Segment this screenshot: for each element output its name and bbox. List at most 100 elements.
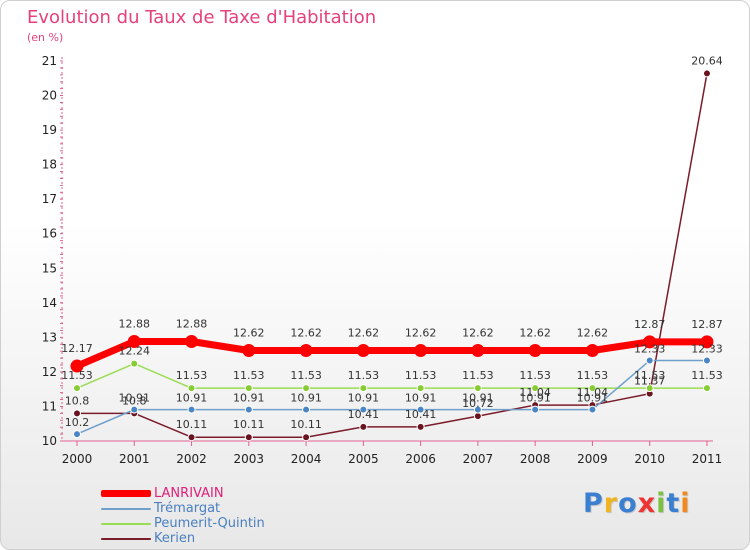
legend-item: Peumerit-Quintin	[101, 516, 265, 531]
data-point	[244, 433, 253, 442]
y-axis-unit: (en %)	[27, 31, 64, 44]
data-label: 11.53	[462, 369, 494, 382]
legend-item: LANRIVAIN	[101, 486, 265, 501]
data-point	[473, 405, 482, 414]
x-tick-label: 2006	[405, 452, 436, 466]
y-tick-label: 21	[42, 54, 57, 68]
series-line	[73, 338, 711, 370]
data-point	[414, 343, 428, 357]
data-point	[302, 405, 311, 414]
data-label: 12.62	[290, 326, 322, 339]
data-label: 10.91	[290, 392, 322, 405]
data-label: 12.17	[61, 342, 93, 355]
data-label: 10.91	[119, 392, 151, 405]
data-point	[473, 384, 482, 393]
data-label: 11.53	[233, 369, 265, 382]
data-label: 10.91	[176, 392, 208, 405]
legend-label: Trémargat	[154, 501, 221, 516]
data-label: 10.2	[65, 416, 90, 429]
data-point	[130, 405, 139, 414]
x-tick-label: 2004	[291, 452, 322, 466]
data-point	[702, 69, 711, 78]
y-tick-label: 16	[42, 227, 57, 241]
data-point	[528, 343, 542, 357]
data-point	[416, 384, 425, 393]
data-label: 12.62	[519, 326, 551, 339]
x-tick-label: 2009	[577, 452, 608, 466]
data-point	[359, 405, 368, 414]
data-label: 12.62	[462, 326, 494, 339]
logo-letter: o	[618, 488, 638, 519]
legend: LANRIVAIN Trémargat Peumerit-Quintin Kerien	[101, 486, 265, 546]
x-tick-label: 2001	[119, 452, 150, 466]
data-point	[359, 384, 368, 393]
data-label: 10.91	[577, 392, 609, 405]
data-label: 10.41	[348, 408, 380, 421]
legend-item: Kerien	[101, 531, 265, 546]
data-label: 11.04	[577, 386, 609, 399]
data-point	[127, 335, 141, 349]
data-point	[244, 405, 253, 414]
data-label: 12.88	[119, 318, 151, 331]
x-tick-label: 2011	[692, 452, 723, 466]
series-lines	[70, 69, 714, 442]
data-point	[70, 359, 84, 373]
y-tick-label: 15	[42, 261, 57, 275]
data-point	[531, 384, 540, 393]
data-label: 11.53	[405, 369, 437, 382]
data-label: 10.91	[462, 392, 494, 405]
data-point	[531, 405, 540, 414]
data-point	[73, 384, 81, 393]
data-label: 12.87	[634, 318, 666, 331]
legend-item: Trémargat	[101, 501, 265, 516]
data-label: 12.62	[233, 326, 265, 339]
legend-swatch	[101, 507, 151, 510]
data-label: 10.11	[233, 418, 265, 431]
chart-title: Evolution du Taux de Taxe d'Habitation	[27, 7, 377, 28]
data-label: 12.33	[691, 343, 723, 356]
legend-label: LANRIVAIN	[154, 486, 224, 501]
data-point	[700, 335, 714, 349]
data-label: 10.11	[290, 418, 322, 431]
proxiti-logo: Proxiti	[583, 488, 691, 519]
x-tick-label: 2002	[176, 452, 207, 466]
data-point	[130, 359, 139, 368]
axes: 10 11 12 13 14 15 16 17 18 19 20 21 2000 2001 2002 2003…	[42, 54, 723, 466]
data-point	[242, 343, 256, 357]
data-point	[416, 405, 425, 414]
y-tick-label: 13	[42, 330, 57, 344]
data-label: 11.53	[519, 369, 551, 382]
data-point	[588, 384, 597, 393]
y-tick-label: 12	[42, 365, 57, 379]
data-point	[473, 412, 482, 421]
legend-swatch	[101, 490, 151, 497]
data-point	[302, 433, 311, 442]
y-tick-label: 14	[42, 296, 57, 310]
data-label: 11.53	[577, 369, 609, 382]
data-label: 11.04	[519, 386, 551, 399]
y-tick-label: 10	[42, 434, 57, 448]
data-label: 10.11	[176, 418, 208, 431]
data-point	[645, 356, 654, 365]
data-label: 11.53	[61, 369, 93, 382]
series-line	[76, 362, 708, 389]
x-tick-label: 2008	[520, 452, 551, 466]
data-label: 12.62	[348, 326, 380, 339]
data-point	[359, 422, 368, 431]
y-tick-label: 18	[42, 158, 57, 172]
x-tick-label: 2007	[463, 452, 494, 466]
data-label: 11.53	[290, 369, 322, 382]
data-label: 11.37	[634, 375, 666, 388]
data-point	[416, 422, 425, 431]
data-point	[187, 384, 196, 393]
logo-letter: i	[656, 488, 667, 519]
data-point	[73, 430, 81, 439]
y-tick-label: 17	[42, 192, 57, 206]
legend-label: Kerien	[154, 531, 196, 546]
data-label: 12.33	[634, 343, 666, 356]
logo-letter: P	[583, 488, 604, 519]
y-tick-label: 11	[42, 399, 57, 413]
data-point	[299, 343, 313, 357]
data-point	[302, 384, 311, 393]
